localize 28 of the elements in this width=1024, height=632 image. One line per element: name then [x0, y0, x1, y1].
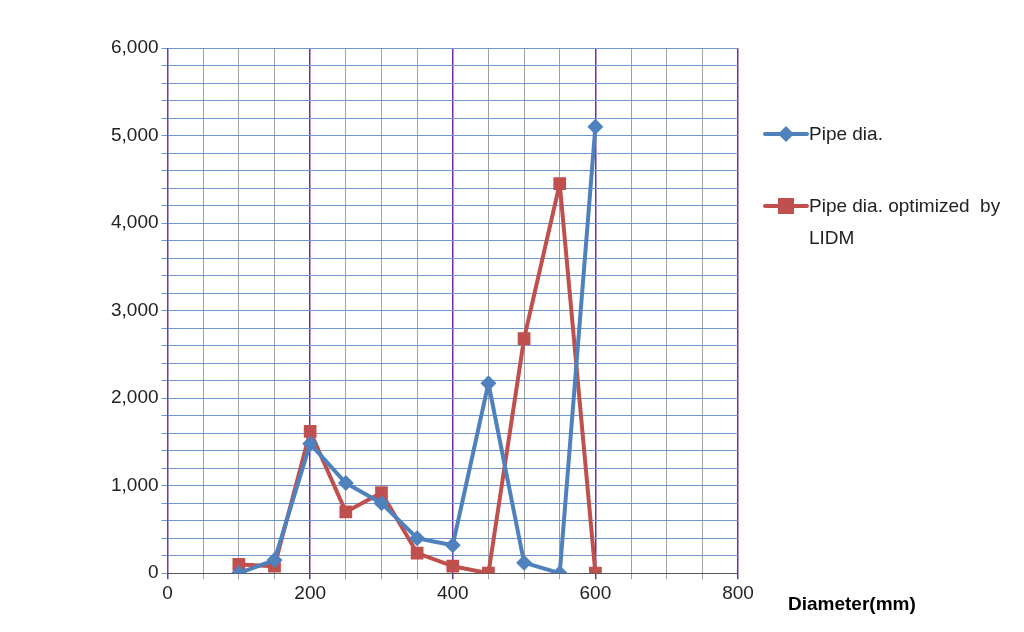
point — [266, 552, 283, 569]
x-tick-label: 200 — [294, 581, 327, 603]
point — [302, 435, 319, 452]
point — [339, 505, 353, 519]
point — [337, 475, 354, 492]
x-tick-label: 400 — [436, 581, 469, 603]
x-tick-label: 800 — [722, 581, 754, 603]
legend-label: Pipe dia. optimized by LIDM — [809, 194, 1002, 250]
y-tick-label: 4,000 — [111, 211, 159, 233]
point — [553, 177, 567, 191]
point — [409, 530, 426, 547]
y-tick-label: 3,000 — [111, 298, 159, 320]
legend-label: Pipe dia. — [809, 122, 883, 146]
point — [444, 537, 461, 554]
y-tick-label: 2,000 — [111, 386, 159, 408]
point — [373, 495, 390, 512]
point — [517, 332, 531, 345]
point — [516, 554, 533, 571]
y-tick-label: 1,000 — [111, 473, 159, 495]
point — [303, 425, 317, 438]
y-tick-label: 0 — [147, 561, 159, 583]
x-tick-label: 0 — [162, 581, 173, 603]
y-tick-label: 6,000 — [111, 36, 159, 58]
x-axis-title: Diameter(mm) — [788, 593, 916, 615]
x-tick-label: 600 — [579, 581, 612, 603]
point — [446, 559, 460, 573]
point — [587, 118, 604, 135]
y-tick-label: 5,000 — [111, 123, 159, 145]
